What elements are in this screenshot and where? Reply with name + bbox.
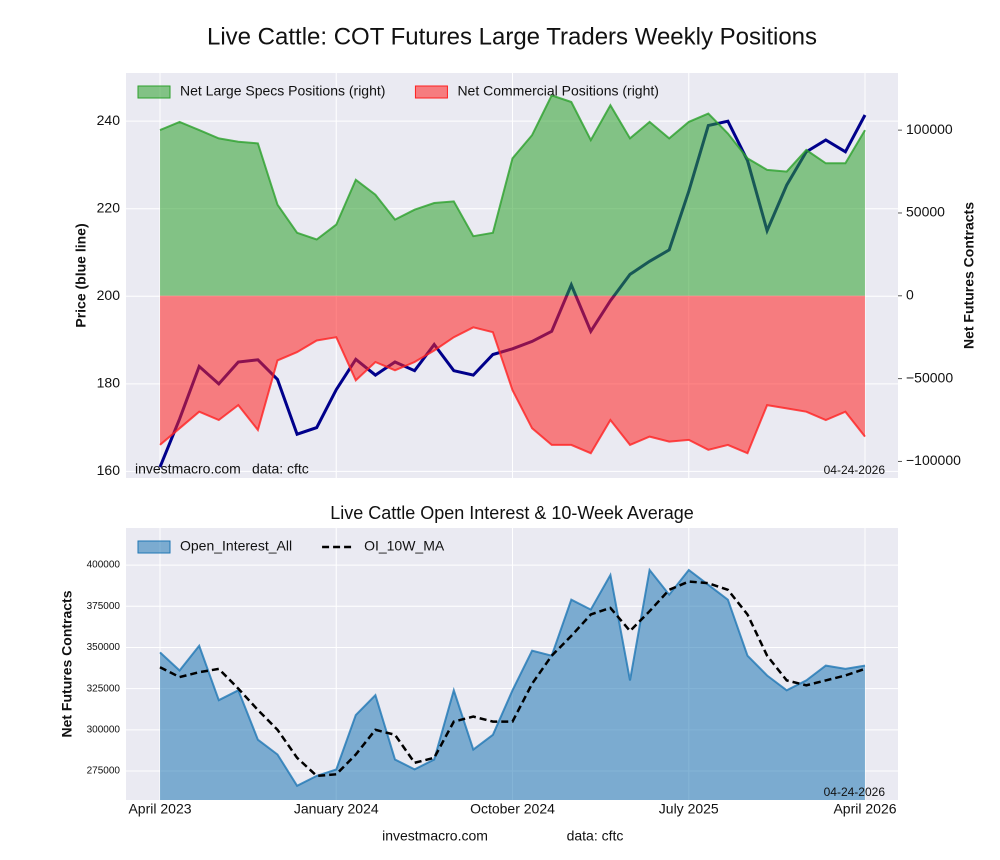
date-stamp: 04-24-2026 (824, 463, 886, 477)
legend-label: Net Commercial Positions (right) (457, 83, 659, 99)
x-tick-label: October 2024 (470, 801, 555, 817)
line (159, 580, 866, 778)
y-tick-label: 325000 (87, 683, 121, 694)
y2-tick-label: 100000 (906, 121, 953, 137)
legend-swatch (137, 540, 171, 554)
y2-tick-label: 50000 (906, 204, 945, 220)
y-tick-label: 350000 (87, 642, 121, 653)
chart-title: Live Cattle Open Interest & 10-Week Aver… (330, 503, 694, 523)
y-tick-label: 300000 (87, 724, 121, 735)
area-edge (159, 326, 866, 455)
y-axis-label: Price (blue line) (73, 223, 89, 327)
y-tick-label: 180 (97, 375, 121, 391)
y2-axis-label: Net Futures Contracts (961, 202, 977, 349)
y-tick-label: 275000 (87, 766, 121, 777)
legend-swatch (414, 85, 448, 99)
y-tick-label: 200 (97, 287, 121, 303)
area-edge (159, 94, 866, 241)
footer-site: investmacro.com (382, 828, 488, 844)
x-tick-label: April 2026 (833, 801, 896, 817)
area-fill (160, 295, 865, 454)
y2-tick-label: 0 (906, 286, 914, 302)
x-tick-label: July 2025 (659, 801, 719, 817)
legend-label: Net Large Specs Positions (right) (180, 83, 385, 99)
date-stamp: 04-24-2026 (824, 785, 886, 799)
y-tick-label: 240 (97, 112, 121, 128)
data-note: data: cftc (252, 461, 309, 477)
legend-label: Open_Interest_All (180, 538, 292, 554)
x-tick-label: April 2023 (128, 801, 191, 817)
y-tick-label: 400000 (87, 560, 121, 571)
y-tick-label: 220 (97, 199, 121, 215)
legend-label: OI_10W_MA (364, 538, 445, 554)
area-fill (160, 570, 865, 800)
area-edge (159, 567, 866, 788)
x-tick-label: January 2024 (294, 801, 379, 817)
area-fill (160, 95, 865, 296)
source-note: investmacro.com (135, 461, 241, 477)
y2-tick-label: −100000 (906, 452, 961, 468)
chart-title: Live Cattle: COT Futures Large Traders W… (207, 23, 817, 50)
y-axis-label: Net Futures Contracts (59, 590, 75, 737)
legend-swatch (137, 85, 171, 99)
footer-source: data: cftc (567, 828, 624, 844)
y2-tick-label: −50000 (906, 369, 953, 385)
series-group (159, 567, 866, 800)
y-tick-label: 375000 (87, 601, 121, 612)
y-tick-label: 160 (97, 462, 121, 478)
series-group (158, 94, 867, 468)
